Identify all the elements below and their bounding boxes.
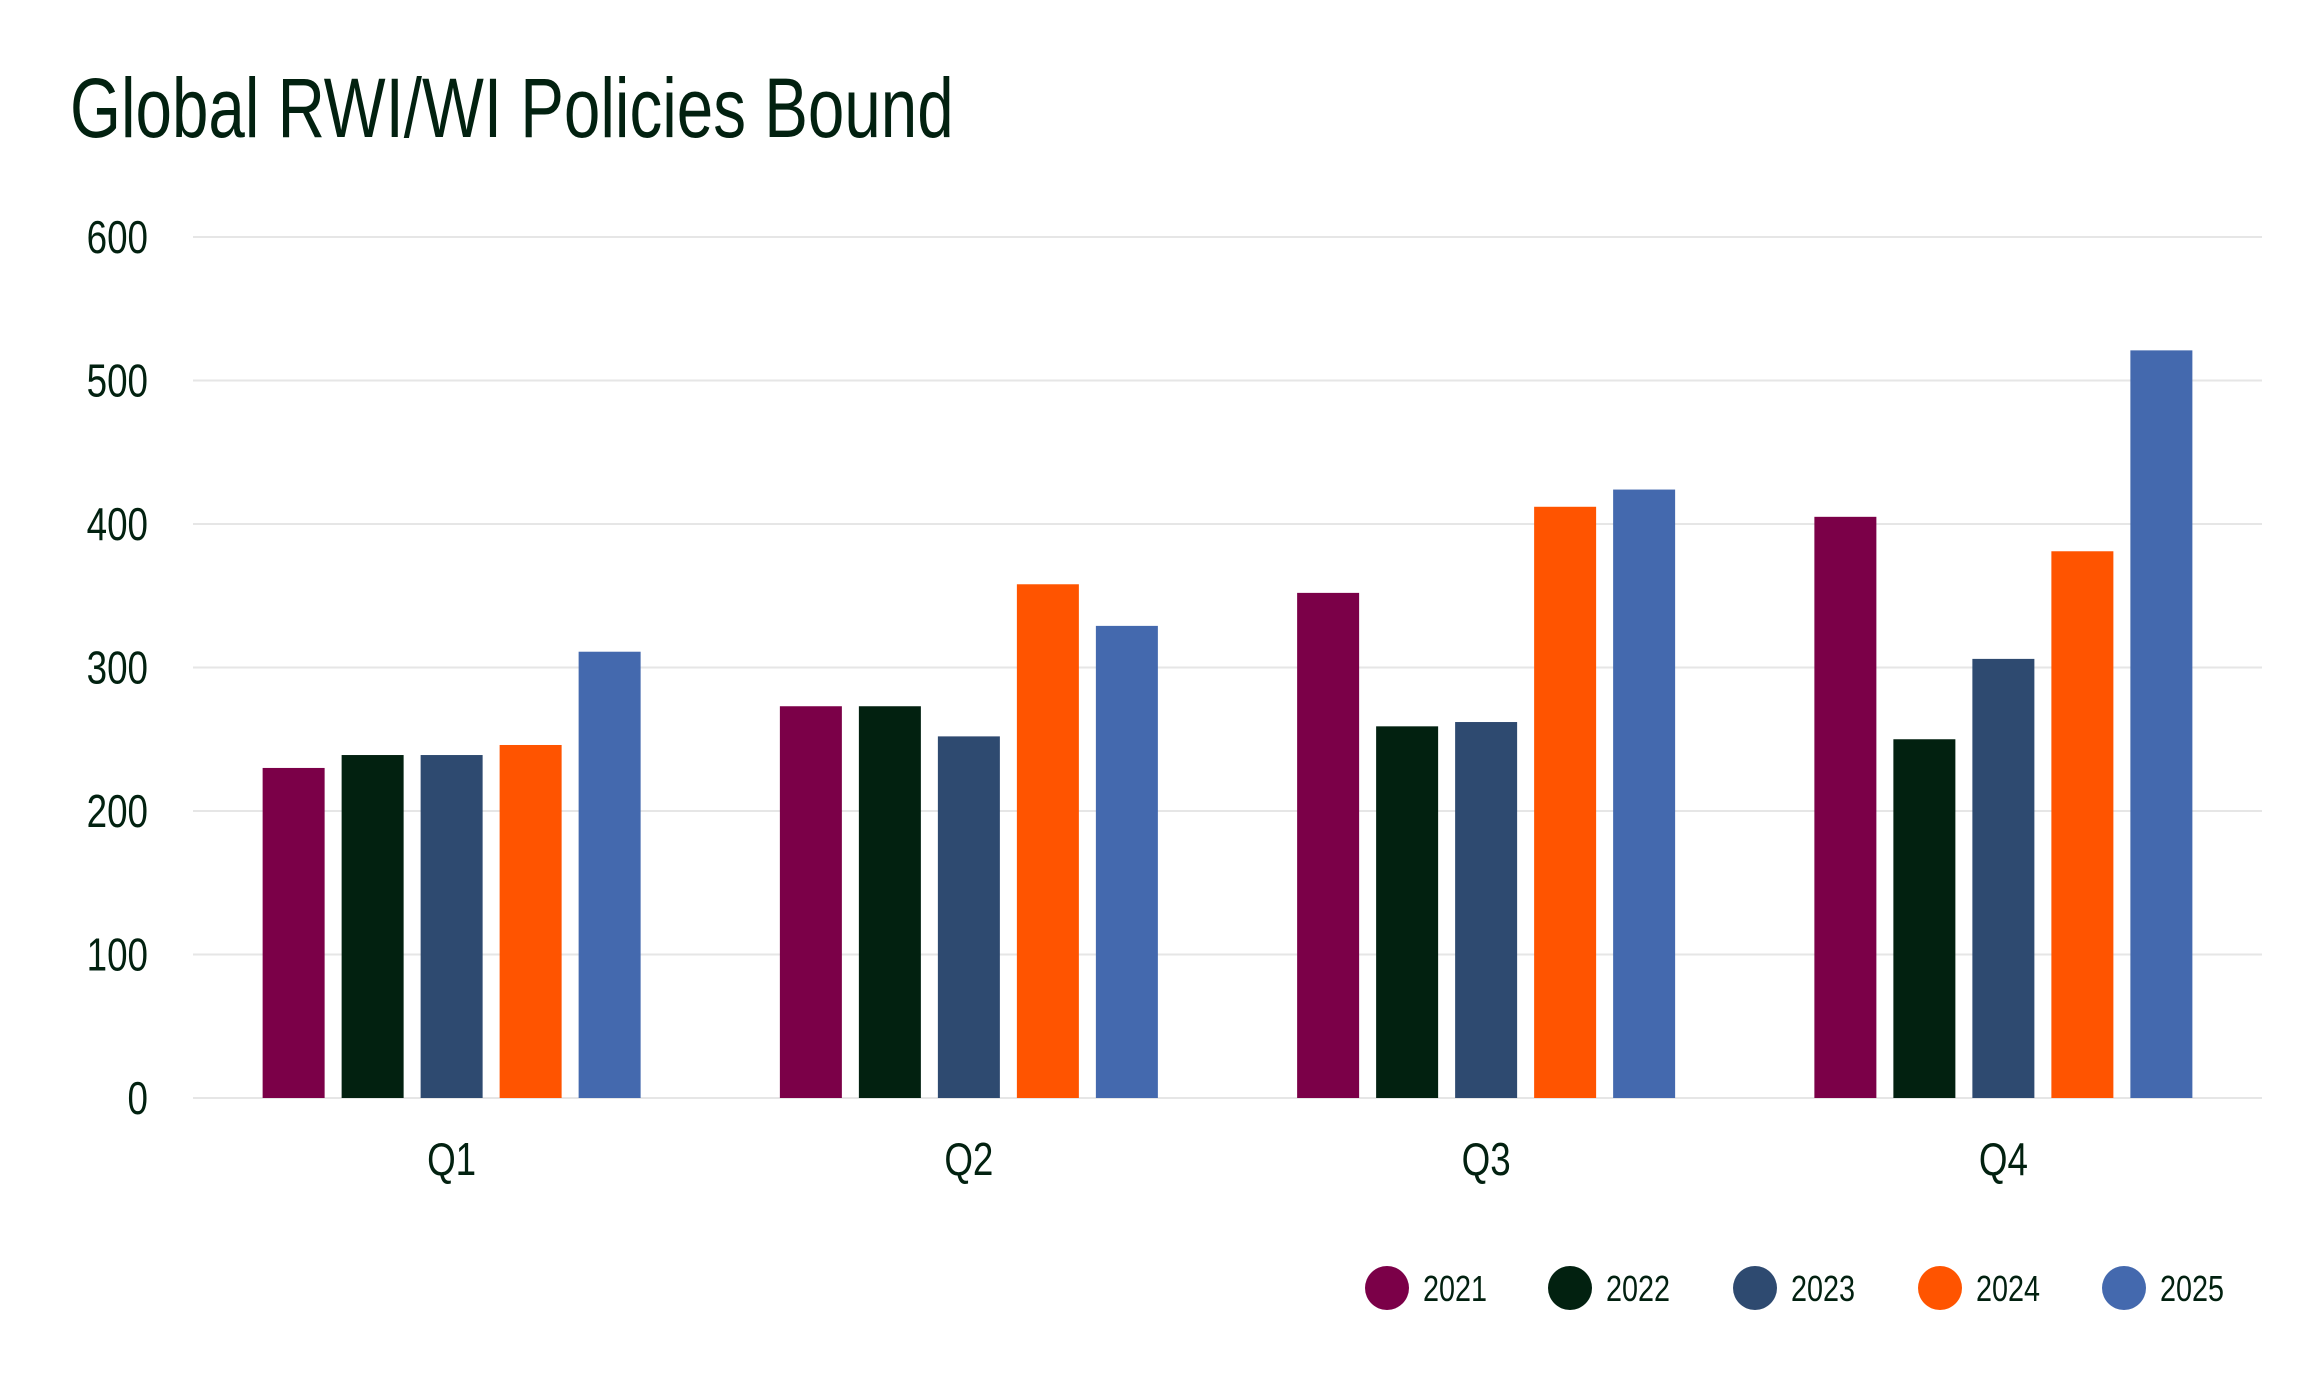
- legend-swatch-2024: [1918, 1266, 1962, 1310]
- y-tick-label: 600: [87, 211, 148, 263]
- legend-swatch-2025: [2102, 1266, 2146, 1310]
- bar-2024-Q2: [1016, 584, 1079, 1098]
- chart-title: Global RWI/WI Policies Bound: [70, 61, 954, 155]
- legend-swatch-2021: [1365, 1266, 1409, 1310]
- legend-label: 2025: [2160, 1268, 2224, 1309]
- x-tick-label: Q1: [427, 1133, 476, 1185]
- bar-2022-Q2: [858, 706, 921, 1098]
- y-tick-label: 500: [87, 355, 148, 407]
- y-tick-label: 300: [87, 642, 148, 694]
- legend-label: 2022: [1606, 1268, 1670, 1309]
- y-tick-label: 0: [128, 1072, 148, 1124]
- x-tick-label: Q2: [944, 1133, 993, 1185]
- bar-2021-Q1: [262, 767, 325, 1098]
- bar-2023-Q2: [937, 736, 1000, 1098]
- y-tick-label: 100: [87, 929, 148, 981]
- bar-2023-Q3: [1455, 722, 1518, 1098]
- bar-2025-Q2: [1095, 625, 1158, 1098]
- legend-label: 2023: [1791, 1268, 1855, 1309]
- bar-2022-Q1: [341, 755, 404, 1098]
- bar-2021-Q2: [779, 706, 842, 1098]
- bar-2025-Q1: [578, 651, 641, 1098]
- bar-2023-Q4: [1972, 658, 2035, 1098]
- bar-2025-Q3: [1613, 489, 1676, 1098]
- legend-swatch-2023: [1733, 1266, 1777, 1310]
- bar-2023-Q1: [420, 755, 483, 1098]
- x-tick-label: Q3: [1462, 1133, 1511, 1185]
- y-tick-label: 200: [87, 785, 148, 837]
- legend-label: 2021: [1423, 1268, 1487, 1309]
- bar-2022-Q3: [1376, 726, 1439, 1098]
- bar-2022-Q4: [1893, 739, 1956, 1098]
- y-tick-label: 400: [87, 498, 148, 550]
- bar-2024-Q1: [499, 744, 562, 1098]
- bar-2024-Q3: [1534, 506, 1597, 1098]
- legend-swatch-2022: [1548, 1266, 1592, 1310]
- bar-2021-Q4: [1814, 516, 1877, 1098]
- x-tick-label: Q4: [1979, 1133, 2028, 1185]
- bar-2025-Q4: [2130, 350, 2193, 1098]
- bar-2024-Q4: [2051, 551, 2114, 1098]
- bar-2021-Q3: [1297, 592, 1360, 1098]
- legend-label: 2024: [1976, 1268, 2040, 1309]
